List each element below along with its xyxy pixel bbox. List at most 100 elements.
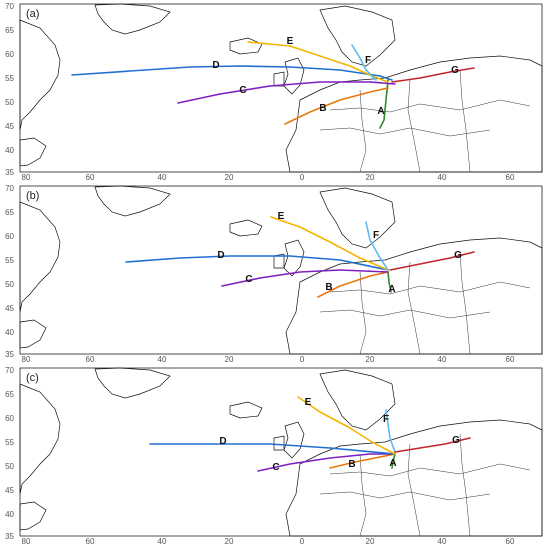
x-tick-label: 60 (86, 537, 95, 546)
y-tick-label: 40 (5, 510, 14, 519)
x-tick-label: 60 (86, 173, 95, 182)
y-tick-label: 60 (5, 232, 14, 241)
panel-label: (c) (26, 372, 39, 384)
coastline (19, 201, 61, 313)
y-tick-label: 55 (5, 74, 14, 83)
coastline (19, 137, 47, 167)
y-tick-label: 65 (5, 390, 14, 399)
map-frame (19, 3, 543, 173)
coastline (273, 253, 285, 269)
x-tick-label: 40 (438, 355, 447, 364)
country-border (459, 69, 471, 173)
route-e-line (270, 216, 389, 271)
y-tick-label: 60 (5, 50, 14, 59)
route-e-label: E (305, 397, 312, 408)
x-tick-label: 80 (22, 537, 31, 546)
route-f-label: F (373, 230, 379, 241)
route-e-line (247, 41, 389, 83)
coastline (285, 55, 543, 173)
coastline (273, 71, 285, 87)
map-panel-b: 80 60 40 20 0 20 40 60 70 65 60 55 50 45 40 35 A B C D E F G (… (0, 182, 550, 364)
route-f-line (365, 221, 389, 271)
x-tick-label: 80 (22, 355, 31, 364)
route-e-label: E (278, 211, 285, 222)
y-tick-label: 45 (5, 304, 14, 313)
x-tick-label: 0 (300, 537, 305, 546)
coastline (283, 421, 305, 459)
map-panel-a: 80 60 40 20 0 20 40 60 70 65 60 55 50 45 40 35 A B C D E F G (… (0, 0, 550, 182)
x-tick-label: 20 (366, 355, 375, 364)
panel-label: (a) (26, 8, 40, 20)
x-tick-label: 20 (366, 537, 375, 546)
y-tick-label: 70 (5, 366, 14, 375)
route-f-line (351, 44, 377, 81)
route-g-line (391, 67, 475, 83)
x-tick-label: 40 (438, 173, 447, 182)
country-border (359, 89, 367, 173)
coastlines (19, 185, 543, 355)
y-tick-label: 60 (5, 414, 14, 423)
coastlines (19, 3, 543, 173)
y-tick-label: 35 (5, 350, 14, 359)
y-tick-label: 35 (5, 532, 14, 541)
route-d-label: D (217, 250, 224, 261)
country-border (407, 79, 421, 173)
coastline (229, 37, 263, 55)
route-c-label: C (245, 274, 252, 285)
country-border (329, 463, 531, 477)
coastline (319, 187, 396, 249)
coastline (283, 57, 305, 95)
y-tick-label: 70 (5, 184, 14, 193)
coastline (319, 369, 396, 431)
coastline (19, 19, 61, 131)
route-d-line (125, 255, 389, 271)
route-a-line (391, 453, 396, 469)
coastline (229, 401, 263, 419)
route-a-line (387, 271, 392, 293)
route-g-line (394, 437, 471, 453)
country-border (329, 281, 531, 295)
route-a-label: A (389, 458, 396, 469)
x-tick-label: 20 (366, 173, 375, 182)
route-g-line (389, 251, 475, 271)
route-d-line (71, 65, 393, 81)
country-border (407, 261, 421, 355)
route-b-label: B (348, 459, 355, 470)
x-tick-label: 60 (506, 355, 515, 364)
route-c-label: C (239, 85, 246, 96)
x-tick-label: 60 (506, 537, 515, 546)
route-b-label: B (325, 282, 332, 293)
route-e-label: E (287, 36, 294, 47)
map-frame (19, 185, 543, 355)
route-b-line (284, 87, 389, 125)
route-b-line (329, 453, 396, 469)
coastline (94, 367, 171, 399)
country-border (319, 309, 491, 319)
route-b-label: B (319, 103, 326, 114)
y-tick-label: 55 (5, 256, 14, 265)
coastline (319, 5, 396, 67)
country-border (459, 433, 471, 537)
coastlines (19, 367, 543, 537)
map-frame (19, 367, 543, 537)
map-svg: 80 60 40 20 0 20 40 60 70 65 60 55 50 45 40 35 A B C D E F G (5, 2, 543, 182)
x-tick-label: 60 (86, 355, 95, 364)
coastline (19, 319, 47, 349)
y-tick-label: 50 (5, 98, 14, 107)
route-b-line (317, 271, 389, 298)
x-tick-label: 20 (225, 173, 234, 182)
y-tick-label: 65 (5, 208, 14, 217)
x-tick-label: 60 (506, 173, 515, 182)
route-e-line (297, 396, 396, 455)
y-tick-label: 40 (5, 328, 14, 337)
y-tick-label: 55 (5, 438, 14, 447)
country-border (359, 271, 367, 355)
x-tick-label: 40 (158, 355, 167, 364)
coastline (285, 419, 543, 537)
y-tick-label: 50 (5, 462, 14, 471)
y-tick-label: 45 (5, 122, 14, 131)
route-c-line (257, 453, 396, 472)
route-g-label: G (454, 250, 462, 261)
route-c-label: C (272, 462, 279, 473)
route-d-label: D (219, 436, 226, 447)
